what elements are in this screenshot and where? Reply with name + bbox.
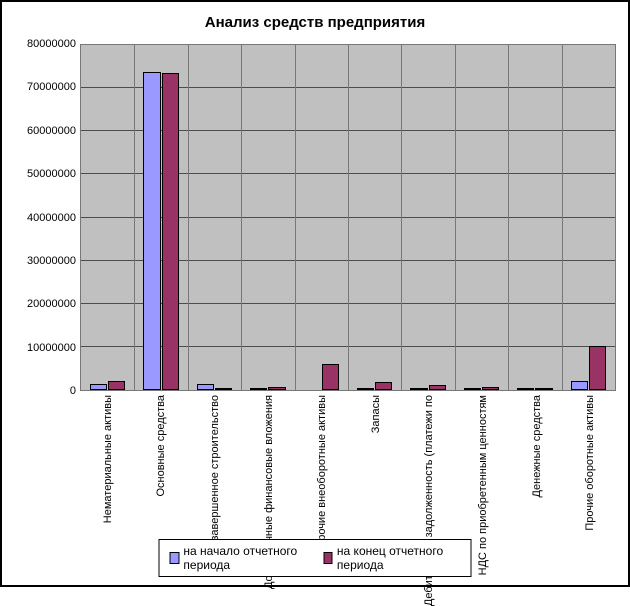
y-tick-label: 20000000 <box>27 298 76 310</box>
y-tick-label: 70000000 <box>27 81 76 93</box>
bar <box>357 388 374 390</box>
legend-label-0: на начало отчетного периода <box>183 544 313 572</box>
legend-item-0: на начало отчетного периода <box>170 544 314 572</box>
x-axis: Нематериальные активыОсновные средстваНе… <box>80 391 616 541</box>
bar <box>589 346 606 390</box>
y-tick-label: 30000000 <box>27 255 76 267</box>
y-tick-label: 10000000 <box>27 342 76 354</box>
legend-label-1: на конец отчетного периода <box>337 544 461 572</box>
x-tick-label: Основные средства <box>155 395 167 497</box>
bar <box>517 388 534 390</box>
bar <box>482 387 499 390</box>
bar <box>375 382 392 390</box>
bar <box>322 364 339 390</box>
x-tick-label: Прочие внеоборотные активы <box>316 395 328 549</box>
x-tick-label: Незавершенное строительство <box>209 395 221 554</box>
bar <box>464 388 481 390</box>
bar <box>268 387 285 390</box>
category-divider <box>455 45 456 390</box>
bar <box>108 381 125 390</box>
x-tick-label: НДС по приобретенным ценностям <box>477 395 489 575</box>
y-tick-label: 50000000 <box>27 168 76 180</box>
bar <box>429 385 446 390</box>
chart-frame: Анализ средств предприятия 0 10000000 2000… <box>0 0 630 587</box>
legend: на начало отчетного периода на конец отч… <box>159 539 472 577</box>
category-divider <box>348 45 349 390</box>
category-divider <box>508 45 509 390</box>
category-divider <box>188 45 189 390</box>
legend-item-1: на конец отчетного периода <box>323 544 460 572</box>
bar <box>250 388 267 390</box>
bar <box>90 384 107 390</box>
bar <box>197 384 214 390</box>
bar <box>535 388 552 390</box>
bar <box>571 381 588 390</box>
x-tick-label: Нематериальные активы <box>102 395 114 523</box>
plot-area <box>80 44 616 391</box>
y-axis: 0100000002000000030000000400000005000000… <box>10 44 80 391</box>
bar <box>162 73 179 390</box>
category-divider <box>401 45 402 390</box>
x-tick-label: Денежные средства <box>531 395 543 497</box>
bar <box>215 388 232 390</box>
x-tick-label: Прочие оборотные активы <box>584 395 596 531</box>
category-divider <box>295 45 296 390</box>
category-divider <box>562 45 563 390</box>
x-tick-label: Запасы <box>370 395 382 433</box>
y-tick-label: 0 <box>70 385 76 397</box>
bar <box>410 388 427 390</box>
chart-area: 0 10000000 20000000 30000000 40000000 5000000… <box>10 44 620 541</box>
chart-title: Анализ средств предприятия <box>2 2 628 41</box>
y-tick-label: 80000000 <box>27 38 76 50</box>
y-tick-label: 60000000 <box>27 125 76 137</box>
bar <box>143 72 160 390</box>
y-tick-label: 40000000 <box>27 212 76 224</box>
category-divider <box>134 45 135 390</box>
category-divider <box>241 45 242 390</box>
legend-swatch-0 <box>170 552 180 564</box>
legend-swatch-1 <box>323 552 333 564</box>
